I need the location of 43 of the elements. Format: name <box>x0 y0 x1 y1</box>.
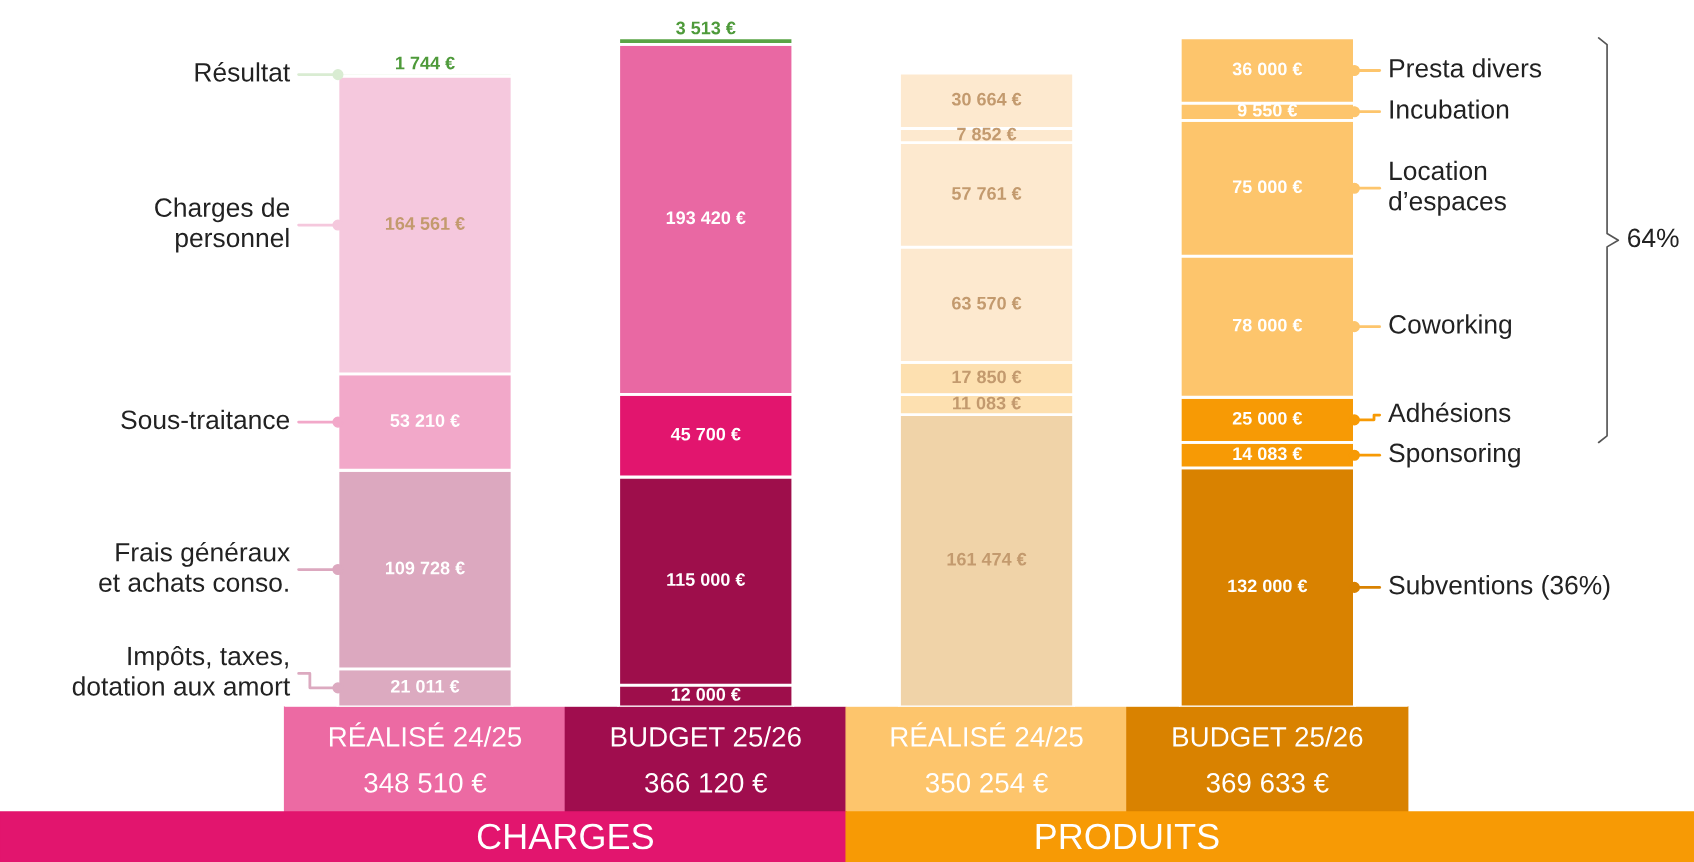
data-label: 63 570 € <box>952 296 1022 310</box>
series-label: Frais généraux et achats conso. <box>99 541 290 592</box>
x-tick-label: BUDGET 25/26 366 120 € <box>611 726 801 793</box>
data-label: 57 761 € <box>951 187 1022 200</box>
data-label: 45 700 € <box>670 427 741 441</box>
text: CHARGES <box>477 823 653 850</box>
data-label: 14 083 € <box>1233 447 1303 461</box>
series-label: Sous-traitance <box>121 409 290 430</box>
text: 64% <box>1628 228 1679 248</box>
data-label: 21 011 € <box>390 679 460 693</box>
data-label: 53 210 € <box>390 414 460 427</box>
data-label: 132 000 € <box>1228 579 1308 593</box>
legend-label: Presta divers <box>1390 58 1542 78</box>
x-tick-label: BUDGET 25/26 369 633 € <box>1173 726 1363 793</box>
data-label: 75 000 € <box>1232 180 1303 194</box>
text: PRODUITS <box>1036 823 1219 850</box>
series-label: Impôts, taxes, dotation aux amort <box>72 645 291 696</box>
legend-label: Incubation <box>1390 99 1509 119</box>
legend-label: Location d’espaces <box>1389 160 1506 216</box>
x-tick-label: RÉALISÉ 24/25 350 254 € <box>891 722 1083 793</box>
legend-label: Adhésions <box>1388 402 1511 423</box>
data-label: 164 561 € <box>385 217 465 230</box>
data-label: 36 000 € <box>1232 62 1303 76</box>
data-label: 30 664 € <box>951 92 1022 106</box>
data-label: 109 728 € <box>385 561 465 575</box>
data-label: 3 513 € <box>676 21 736 35</box>
series-label: Charges de personnel <box>155 197 290 253</box>
data-label: 78 000 € <box>1232 318 1303 332</box>
data-label: 17 850 € <box>952 370 1022 384</box>
x-tick-label: RÉALISÉ 24/25 348 510 € <box>329 722 522 793</box>
series-label: Résultat <box>195 61 291 82</box>
data-label: 25 000 € <box>1232 411 1303 425</box>
data-label: 12 000 € <box>671 688 741 701</box>
legend-label: Coworking <box>1389 314 1512 339</box>
legend-label: Sponsoring <box>1389 442 1520 468</box>
data-label: 115 000 € <box>667 573 746 586</box>
data-label: 161 474 € <box>947 552 1027 566</box>
data-label: 9 550 € <box>1237 103 1298 117</box>
data-label: 7 852 € <box>957 127 1017 141</box>
data-label: 11 083 € <box>953 396 1021 410</box>
legend-label: Subventions (36%) <box>1389 575 1610 600</box>
data-label: 1 744 € <box>396 56 455 70</box>
data-label: 193 420 € <box>666 211 746 225</box>
